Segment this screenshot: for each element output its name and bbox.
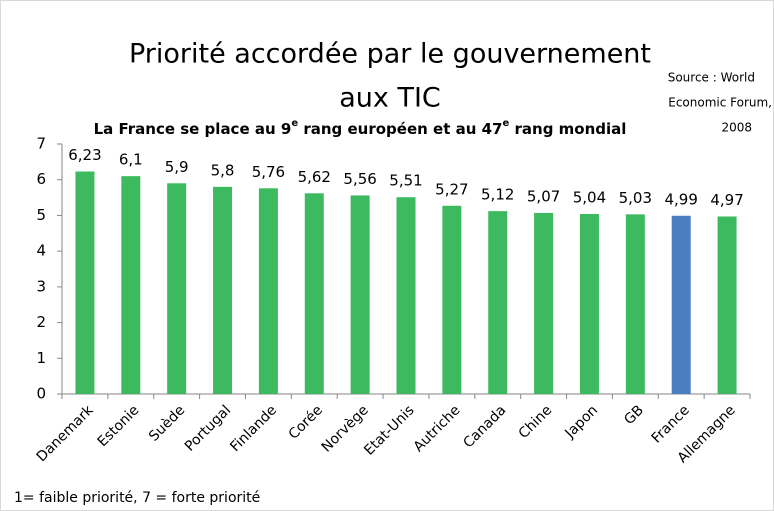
subtitle-part: La France se place au 9 xyxy=(94,120,292,138)
bar xyxy=(121,176,141,394)
bar xyxy=(304,193,324,394)
bar xyxy=(167,183,187,394)
data-label: 5,27 xyxy=(435,180,468,198)
y-tick-label: 4 xyxy=(36,242,46,260)
chart-title: aux TIC xyxy=(339,83,441,114)
y-tick-label: 3 xyxy=(36,277,46,295)
data-label: 6,1 xyxy=(119,151,143,169)
bar xyxy=(396,197,416,394)
data-label: 5,8 xyxy=(211,161,235,179)
data-label: 6,23 xyxy=(68,146,101,164)
data-label: 5,62 xyxy=(298,168,331,186)
data-label: 5,03 xyxy=(619,189,652,207)
bar xyxy=(258,188,278,394)
bar xyxy=(213,186,233,394)
data-label: 5,07 xyxy=(527,187,560,205)
subtitle-part: e xyxy=(291,118,298,129)
data-label: 5,56 xyxy=(343,170,376,188)
data-label: 5,12 xyxy=(481,186,514,204)
y-tick-label: 2 xyxy=(36,313,46,331)
bar xyxy=(671,215,691,394)
y-tick-label: 1 xyxy=(36,349,46,367)
subtitle-part: e xyxy=(503,118,510,129)
source: Source : World xyxy=(668,71,755,85)
y-tick-label: 5 xyxy=(36,206,46,224)
bar xyxy=(442,205,462,394)
bar xyxy=(717,216,737,394)
data-label: 5,51 xyxy=(389,172,422,190)
data-label: 4,99 xyxy=(664,190,697,208)
bar xyxy=(75,171,95,394)
chart-subtitle: La France se place au 9e rang européen e… xyxy=(94,118,627,138)
y-tick-label: 0 xyxy=(36,385,46,403)
y-tick-label: 7 xyxy=(36,135,46,153)
footnote: 1= faible priorité, 7 = forte priorité xyxy=(14,490,260,506)
source: 2008 xyxy=(721,121,752,135)
source: Economic Forum, xyxy=(668,96,772,110)
y-tick-label: 6 xyxy=(36,170,46,188)
chart-title: Priorité accordée par le gouvernement xyxy=(129,39,651,70)
data-label: 5,9 xyxy=(165,158,189,176)
bar xyxy=(534,212,554,394)
subtitle-part: rang européen et au 47 xyxy=(298,120,502,138)
bar xyxy=(625,214,645,394)
bar xyxy=(579,214,599,394)
bar xyxy=(350,195,370,394)
subtitle-part: rang mondial xyxy=(509,120,626,138)
data-label: 5,04 xyxy=(573,189,606,207)
bar xyxy=(488,211,508,394)
data-label: 4,97 xyxy=(710,191,743,209)
data-label: 5,76 xyxy=(252,163,285,181)
